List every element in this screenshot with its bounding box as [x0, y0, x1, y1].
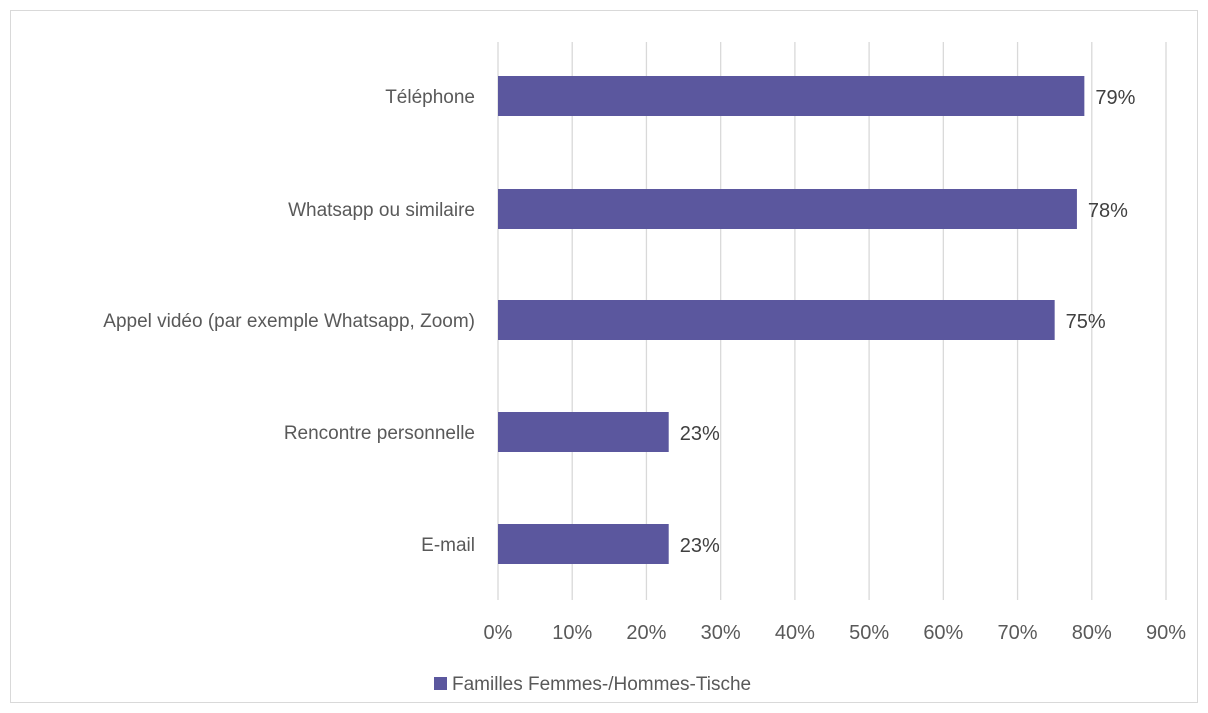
- x-tick-label: 10%: [552, 622, 592, 644]
- category-label: Téléphone: [385, 87, 475, 108]
- legend-swatch: [434, 677, 447, 690]
- category-labels: Téléphone Whatsapp ou similaire Appel vidé…: [103, 87, 475, 556]
- legend: Familles Femmes-/Hommes-Tische: [434, 674, 751, 695]
- bar: [498, 524, 669, 564]
- x-tick-label: 30%: [701, 622, 741, 644]
- x-tick-label: 60%: [923, 622, 963, 644]
- x-tick-label: 20%: [626, 622, 666, 644]
- bar: [498, 412, 669, 452]
- category-label: Rencontre personnelle: [284, 423, 475, 444]
- bars: [498, 76, 1085, 564]
- category-label: Appel vidéo (par exemple Whatsapp, Zoom): [103, 311, 475, 332]
- data-label: 78%: [1088, 200, 1128, 222]
- bar: [498, 189, 1077, 229]
- x-tick-label: 90%: [1146, 622, 1186, 644]
- gridlines: [497, 42, 1167, 600]
- bar: [498, 76, 1085, 116]
- category-label: E-mail: [421, 535, 475, 556]
- data-label: 79%: [1095, 87, 1135, 109]
- x-tick-label: 40%: [775, 622, 815, 644]
- legend-label: Familles Femmes-/Hommes-Tische: [452, 674, 751, 695]
- data-label: 23%: [680, 423, 720, 445]
- chart-frame: [10, 10, 1198, 703]
- data-labels: 79% 78% 75% 23% 23%: [680, 87, 1136, 557]
- data-label: 23%: [680, 535, 720, 557]
- bar: [498, 300, 1055, 340]
- data-label: 75%: [1066, 311, 1106, 333]
- x-axis-tick-labels: 0% 10% 20% 30% 40% 50% 60% 70% 80% 90%: [484, 622, 1187, 644]
- x-tick-label: 0%: [484, 622, 513, 644]
- category-label: Whatsapp ou similaire: [288, 200, 475, 221]
- x-tick-label: 70%: [998, 622, 1038, 644]
- x-tick-label: 50%: [849, 622, 889, 644]
- x-tick-label: 80%: [1072, 622, 1112, 644]
